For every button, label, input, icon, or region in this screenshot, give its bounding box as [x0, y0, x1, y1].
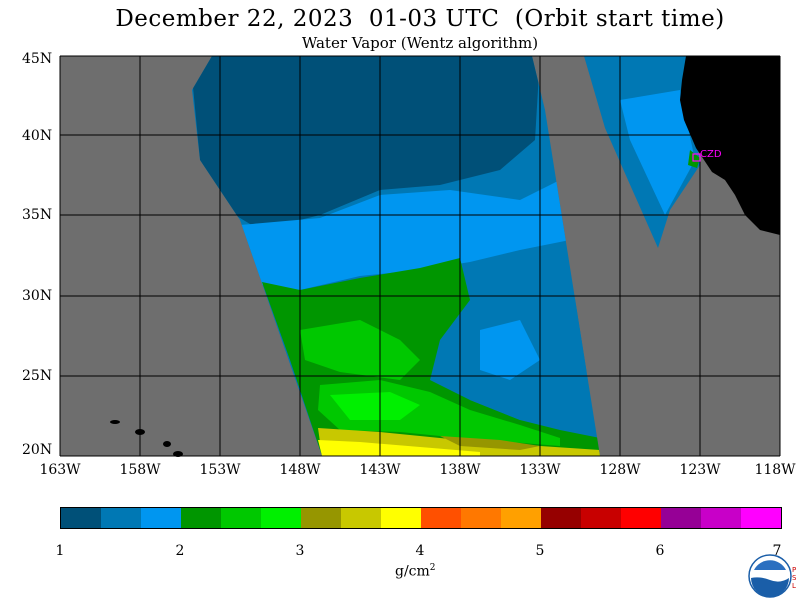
lat-label: 40N — [22, 128, 53, 144]
lat-label: 25N — [22, 368, 53, 384]
colorbar-legend — [60, 507, 782, 529]
colorbar-swatch — [341, 508, 381, 528]
colorbar-swatch — [541, 508, 581, 528]
colorbar-swatch — [101, 508, 141, 528]
colorbar-swatch — [181, 508, 221, 528]
colorbar-tick: 5 — [535, 543, 545, 559]
colorbar-tick: 7 — [772, 543, 782, 559]
colorbar-swatch — [621, 508, 661, 528]
graticule — [59, 55, 781, 457]
lon-label: 153W — [199, 462, 241, 478]
colorbar-tick: 4 — [415, 543, 425, 559]
colorbar-swatch — [141, 508, 181, 528]
lon-label: 133W — [519, 462, 561, 478]
colorbar-tick: 3 — [295, 543, 305, 559]
lon-label: 118W — [754, 462, 796, 478]
station-label: CZD — [700, 149, 722, 160]
colorbar-swatch — [381, 508, 421, 528]
water-vapor-map: CZD — [59, 55, 781, 457]
lon-label: 148W — [279, 462, 321, 478]
colorbar-swatch — [61, 508, 101, 528]
lon-label: 128W — [599, 462, 641, 478]
lon-label: 123W — [679, 462, 721, 478]
colorbar-swatch — [661, 508, 701, 528]
colorbar-tick: 1 — [55, 543, 65, 559]
lon-label: 163W — [39, 462, 81, 478]
colorbar-tick: 6 — [655, 543, 665, 559]
colorbar-tick: 2 — [175, 543, 185, 559]
colorbar-swatch — [741, 508, 781, 528]
chart-title: December 22, 2023 01-03 UTC (Orbit start… — [115, 6, 725, 32]
colorbar-swatch — [701, 508, 741, 528]
station-czd-marker: CZD — [692, 149, 722, 162]
lat-label: 20N — [22, 442, 53, 458]
colorbar-swatch — [421, 508, 461, 528]
colorbar-swatch — [461, 508, 501, 528]
colorbar-swatch — [261, 508, 301, 528]
lon-label: 158W — [119, 462, 161, 478]
lat-label: 45N — [22, 51, 53, 67]
colorbar-swatch — [221, 508, 261, 528]
noaa-logo: NOAA — [748, 554, 792, 598]
svg-text:NOAA: NOAA — [759, 570, 782, 578]
lat-label: 30N — [22, 288, 53, 304]
colorbar-swatch — [581, 508, 621, 528]
colorbar-swatch — [301, 508, 341, 528]
lon-label: 138W — [439, 462, 481, 478]
chart-subtitle: Water Vapor (Wentz algorithm) — [301, 34, 539, 52]
lat-label: 35N — [22, 207, 53, 223]
right-swath — [584, 56, 700, 248]
lon-label: 143W — [359, 462, 401, 478]
colorbar-units: g/cm2 — [395, 563, 436, 580]
land-north-america — [680, 56, 780, 235]
colorbar-swatch — [501, 508, 541, 528]
